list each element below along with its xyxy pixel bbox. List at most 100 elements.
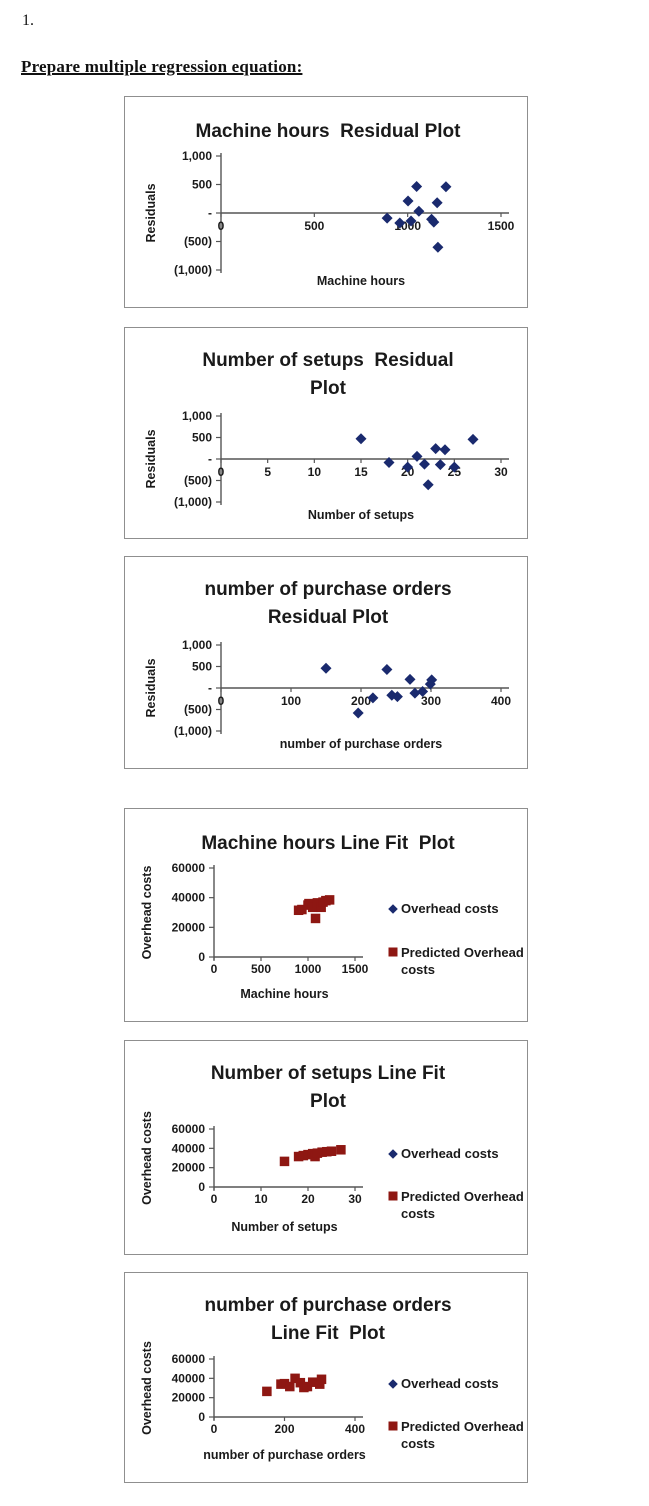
x-tick-label: 200 xyxy=(274,1422,294,1436)
data-point-square xyxy=(316,902,326,913)
data-point-diamond xyxy=(367,692,379,704)
chart-title: Residual Plot xyxy=(268,607,389,628)
y-axis-title: Residuals xyxy=(144,183,158,242)
data-point-diamond xyxy=(434,459,446,471)
chart-title: Number of setups Residual xyxy=(202,350,453,371)
chart-purchase-orders-line-fit-plot: 60000 40000 20000 0 0 200 400 number of purchas… xyxy=(124,1272,528,1483)
y-tick-label: 20000 xyxy=(172,920,206,934)
data-point-diamond xyxy=(428,216,440,228)
data-point-diamond xyxy=(413,205,425,217)
x-axis-title: Machine hours xyxy=(317,274,405,288)
data-point-square xyxy=(324,895,335,905)
x-tick-label: 0 xyxy=(218,465,225,479)
y-tick-label: (1,000) xyxy=(174,724,212,738)
x-tick-label: 0 xyxy=(211,1192,218,1206)
legend-label: Predicted Overhead xyxy=(401,945,524,960)
y-tick-label: 0 xyxy=(198,1180,205,1194)
data-point-square xyxy=(310,913,321,924)
data-point-square xyxy=(279,1156,290,1167)
chart-number-of-setups-line-fit-plot: 60000 40000 20000 0 0 10 20 30 Number of setups O… xyxy=(124,1040,528,1255)
x-tick-label: 500 xyxy=(251,962,271,976)
y-axis-title: Overhead costs xyxy=(140,1341,154,1435)
legend-label: Overhead costs xyxy=(401,901,499,916)
data-point-square xyxy=(315,1379,325,1389)
y-tick-label: 60000 xyxy=(172,1122,206,1136)
data-point-diamond xyxy=(417,685,429,697)
legend-diamond-icon xyxy=(388,904,398,914)
y-tick-label: (1,000) xyxy=(174,263,212,277)
chart-title: Line Fit Plot xyxy=(271,1323,386,1344)
chart-title: number of purchase orders xyxy=(204,579,451,600)
x-tick-label: 30 xyxy=(348,1192,362,1206)
y-tick-label: 500 xyxy=(192,178,212,192)
chart-canvas: 1,000500-(500)(1,000)051015202530Number … xyxy=(144,350,509,522)
legend-diamond-icon xyxy=(388,1379,398,1389)
y-tick-label: 1,000 xyxy=(182,638,212,652)
x-tick-label: 400 xyxy=(345,1422,365,1436)
y-tick-label: 1,000 xyxy=(182,409,212,423)
data-point-diamond xyxy=(352,707,364,719)
y-tick-label: 40000 xyxy=(172,891,206,905)
legend-diamond-icon xyxy=(388,1149,398,1159)
data-point-diamond xyxy=(320,662,332,674)
y-tick-label: 20000 xyxy=(172,1161,206,1175)
y-axis-title: Overhead costs xyxy=(140,1111,154,1205)
data-point-diamond xyxy=(448,461,460,473)
y-tick-label: - xyxy=(208,452,212,466)
data-point-diamond xyxy=(402,195,414,207)
y-tick-label: 0 xyxy=(198,950,205,964)
chart-canvas: 60000 40000 20000 00 500 1000 1500 Machine hour… xyxy=(140,833,524,1001)
data-point-diamond xyxy=(422,479,434,491)
y-tick-label: 500 xyxy=(192,660,212,674)
x-tick-label: 0 xyxy=(211,962,218,976)
y-axis-title: Residuals xyxy=(144,429,158,488)
y-tick-label: 40000 xyxy=(172,1141,206,1155)
x-axis-title: Number of setups xyxy=(308,508,414,522)
data-point-diamond xyxy=(467,433,479,445)
data-point-diamond xyxy=(405,215,417,227)
y-tick-label: (500) xyxy=(184,474,212,488)
x-tick-label: 15 xyxy=(354,465,368,479)
legend-label: costs xyxy=(401,1436,435,1451)
x-tick-label: 100 xyxy=(281,694,301,708)
y-tick-label: (500) xyxy=(184,235,212,249)
data-point-diamond xyxy=(394,217,406,229)
section-heading: Prepare multiple regression equation: xyxy=(21,57,303,76)
data-point-diamond xyxy=(411,180,423,192)
y-tick-label: 60000 xyxy=(172,1352,206,1366)
data-point-square xyxy=(326,1146,337,1156)
data-point-diamond xyxy=(391,691,403,703)
chart-title: Plot xyxy=(310,378,347,399)
data-point-square xyxy=(285,1381,295,1392)
chart-canvas: 60000 40000 20000 00 10 20 30 Number of setups O… xyxy=(140,1063,524,1234)
x-tick-label: 20 xyxy=(301,1192,315,1206)
legend-label: costs xyxy=(401,962,435,977)
x-axis-title: number of purchase orders xyxy=(203,1448,366,1462)
chart-title: Machine hours Line Fit Plot xyxy=(201,833,455,854)
data-point-diamond xyxy=(430,443,442,455)
data-point-diamond xyxy=(383,456,395,468)
data-point-diamond xyxy=(440,181,452,193)
y-axis-title: Residuals xyxy=(144,658,158,717)
data-point-diamond xyxy=(381,664,393,676)
legend-label: Predicted Overhead xyxy=(401,1189,524,1204)
data-point-diamond xyxy=(409,687,421,699)
data-point-square xyxy=(279,1378,290,1389)
data-point-diamond xyxy=(431,197,443,209)
x-axis-title: number of purchase orders xyxy=(280,737,443,751)
x-tick-label: 200 xyxy=(351,694,371,708)
y-tick-label: (1,000) xyxy=(174,495,212,509)
x-tick-label: 5 xyxy=(264,465,271,479)
legend-label: Overhead costs xyxy=(401,1376,499,1391)
data-point-diamond xyxy=(432,241,444,253)
x-tick-label: 1500 xyxy=(488,219,515,233)
chart-number-of-setups-residual-plot: 1,000500-(500)(1,000)051015202530Number … xyxy=(124,327,528,539)
x-tick-label: 0 xyxy=(218,694,225,708)
y-axis-title: Overhead costs xyxy=(140,866,154,960)
x-tick-label: 500 xyxy=(304,219,324,233)
chart-title: Plot xyxy=(310,1091,347,1112)
x-tick-label: 10 xyxy=(308,465,322,479)
chart-canvas: 60000 40000 20000 00 200 400 number of purchas… xyxy=(140,1295,524,1462)
